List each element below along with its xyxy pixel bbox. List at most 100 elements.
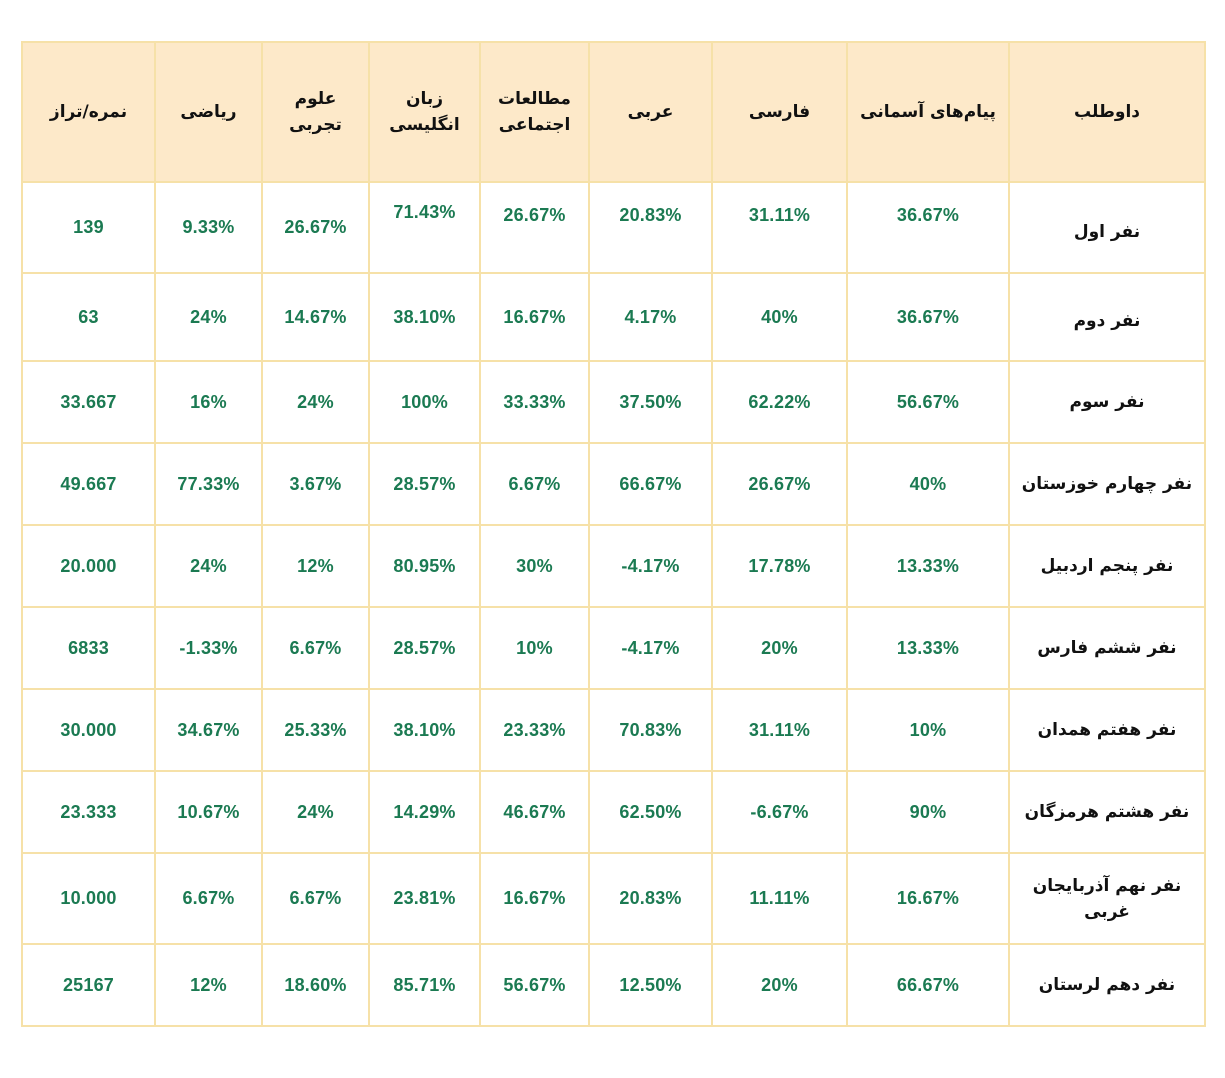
- science-value: 18.60%: [261, 943, 370, 1027]
- candidate-name: نفر پنجم اردبیل: [1008, 524, 1206, 608]
- religion-value: 36.67%: [846, 181, 1010, 274]
- science-value: 6.67%: [261, 606, 370, 690]
- table-row: نفر چهارم خوزستان 40% 26.67% 66.67% 6.67…: [21, 442, 1206, 526]
- social-value: 46.67%: [479, 770, 590, 854]
- score-value: 20.000: [21, 524, 156, 608]
- math-value: 12%: [154, 943, 263, 1027]
- religion-value: 90%: [846, 770, 1010, 854]
- arabic-value: 20.83%: [588, 852, 713, 945]
- header-social-line2: اجتماعی: [498, 115, 571, 135]
- arabic-value: -4.17%: [588, 524, 713, 608]
- candidate-name-line1: نفر نهم آذربایجان: [1032, 875, 1182, 896]
- score-value: 63: [21, 272, 156, 362]
- arabic-value: 37.50%: [588, 360, 713, 444]
- candidate-name: نفر دوم: [1008, 272, 1206, 362]
- persian-value: 20%: [711, 606, 848, 690]
- persian-value: 20%: [711, 943, 848, 1027]
- arabic-value: 12.50%: [588, 943, 713, 1027]
- score-value: 30.000: [21, 688, 156, 772]
- score-value: 25167: [21, 943, 156, 1027]
- candidate-name: نفر هشتم هرمزگان: [1008, 770, 1206, 854]
- candidate-name: نفر ششم فارس: [1008, 606, 1206, 690]
- religion-value: 13.33%: [846, 524, 1010, 608]
- religion-value: 10%: [846, 688, 1010, 772]
- candidate-name: نفر هفتم همدان: [1008, 688, 1206, 772]
- social-value: 6.67%: [479, 442, 590, 526]
- header-math: ریاضی: [154, 41, 263, 183]
- header-social-studies: مطالعات اجتماعی: [479, 41, 590, 183]
- english-value: 100%: [368, 360, 481, 444]
- header-english-line2: انگلیسی: [389, 115, 460, 135]
- science-value: 25.33%: [261, 688, 370, 772]
- religion-value: 16.67%: [846, 852, 1010, 945]
- arabic-value: 66.67%: [588, 442, 713, 526]
- english-value: 14.29%: [368, 770, 481, 854]
- persian-value: 17.78%: [711, 524, 848, 608]
- header-score: نمره/تراز: [21, 41, 156, 183]
- english-value: 23.81%: [368, 852, 481, 945]
- math-value: 6.67%: [154, 852, 263, 945]
- score-value: 6833: [21, 606, 156, 690]
- religion-value: 66.67%: [846, 943, 1010, 1027]
- english-value: 71.43%: [368, 181, 481, 274]
- math-value: 34.67%: [154, 688, 263, 772]
- table-row: نفر پنجم اردبیل 13.33% 17.78% -4.17% 30%…: [21, 524, 1206, 608]
- header-candidate: داوطلب: [1008, 41, 1206, 183]
- math-value: 16%: [154, 360, 263, 444]
- candidate-name: نفر سوم: [1008, 360, 1206, 444]
- candidate-name: نفر دهم لرستان: [1008, 943, 1206, 1027]
- persian-value: 40%: [711, 272, 848, 362]
- arabic-value: 20.83%: [588, 181, 713, 274]
- social-value: 16.67%: [479, 852, 590, 945]
- persian-value: 11.11%: [711, 852, 848, 945]
- math-value: 24%: [154, 524, 263, 608]
- table-row: نفر دهم لرستان 66.67% 20% 12.50% 56.67% …: [21, 943, 1206, 1027]
- social-value: 56.67%: [479, 943, 590, 1027]
- science-value: 12%: [261, 524, 370, 608]
- persian-value: 62.22%: [711, 360, 848, 444]
- social-value: 10%: [479, 606, 590, 690]
- math-value: 24%: [154, 272, 263, 362]
- social-value: 26.67%: [479, 181, 590, 274]
- header-religion: پیام‌های آسمانی: [846, 41, 1010, 183]
- candidate-name: نفر اول: [1008, 181, 1206, 274]
- religion-value: 56.67%: [846, 360, 1010, 444]
- header-english: زبان انگلیسی: [368, 41, 481, 183]
- social-value: 33.33%: [479, 360, 590, 444]
- header-social-line1: مطالعات: [498, 89, 571, 109]
- score-value: 139: [21, 181, 156, 274]
- header-english-line1: زبان: [405, 89, 444, 109]
- table-row: نفر ششم فارس 13.33% 20% -4.17% 10% 28.57…: [21, 606, 1206, 690]
- header-science-line1: علوم: [294, 89, 337, 109]
- table-header: داوطلب پیام‌های آسمانی فارسی عربی مطالعا…: [21, 41, 1206, 183]
- header-persian: فارسی: [711, 41, 848, 183]
- persian-value: 26.67%: [711, 442, 848, 526]
- table-row: نفر هفتم همدان 10% 31.11% 70.83% 23.33% …: [21, 688, 1206, 772]
- table-row: نفر نهم آذربایجان غربی 16.67% 11.11% 20.…: [21, 852, 1206, 945]
- religion-value: 36.67%: [846, 272, 1010, 362]
- math-value: -1.33%: [154, 606, 263, 690]
- persian-value: -6.67%: [711, 770, 848, 854]
- score-value: 23.333: [21, 770, 156, 854]
- candidate-name: نفر نهم آذربایجان غربی: [1008, 852, 1206, 945]
- table-body: نفر اول 36.67% 31.11% 20.83% 26.67% 71.4…: [21, 181, 1206, 1027]
- arabic-value: -4.17%: [588, 606, 713, 690]
- arabic-value: 62.50%: [588, 770, 713, 854]
- science-value: 24%: [261, 770, 370, 854]
- header-science: علوم تجربی: [261, 41, 370, 183]
- header-science-line2: تجربی: [289, 115, 342, 135]
- score-value: 33.667: [21, 360, 156, 444]
- math-value: 10.67%: [154, 770, 263, 854]
- arabic-value: 4.17%: [588, 272, 713, 362]
- header-arabic: عربی: [588, 41, 713, 183]
- table-row: نفر سوم 56.67% 62.22% 37.50% 33.33% 100%…: [21, 360, 1206, 444]
- science-value: 24%: [261, 360, 370, 444]
- science-value: 3.67%: [261, 442, 370, 526]
- english-value: 85.71%: [368, 943, 481, 1027]
- english-value: 80.95%: [368, 524, 481, 608]
- results-table-container: داوطلب پیام‌های آسمانی فارسی عربی مطالعا…: [21, 41, 1206, 1027]
- candidate-name: نفر چهارم خوزستان: [1008, 442, 1206, 526]
- table-row: نفر اول 36.67% 31.11% 20.83% 26.67% 71.4…: [21, 181, 1206, 274]
- results-table: داوطلب پیام‌های آسمانی فارسی عربی مطالعا…: [21, 41, 1206, 1027]
- score-value: 49.667: [21, 442, 156, 526]
